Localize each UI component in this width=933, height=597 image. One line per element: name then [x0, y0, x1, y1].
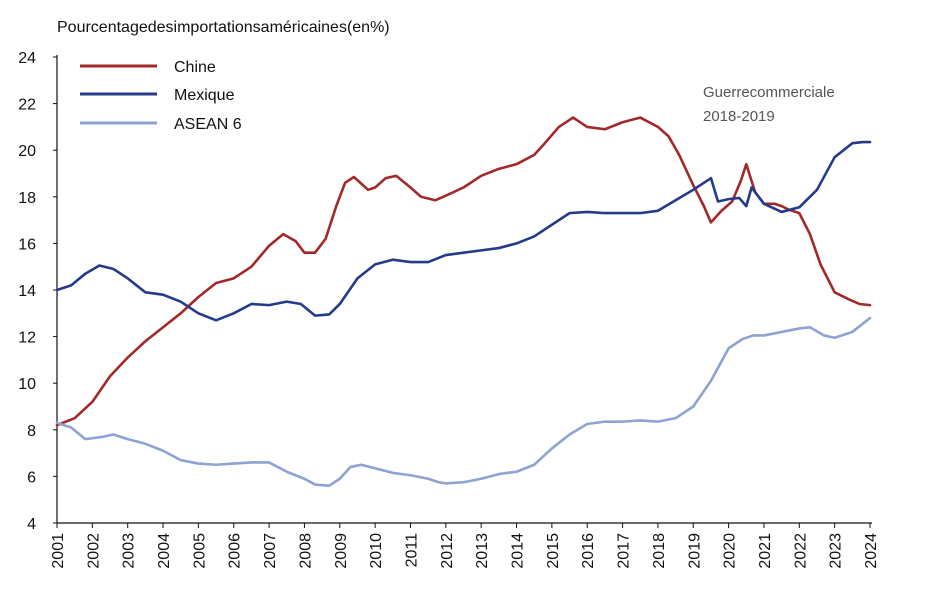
y-tick-label: 24 — [18, 50, 36, 67]
x-tick-label: 2009 — [333, 533, 350, 569]
y-tick-label: 6 — [27, 469, 36, 486]
x-tick-label: 2011 — [403, 533, 420, 568]
x-tick-label: 2017 — [616, 533, 633, 569]
y-tick-label: 8 — [27, 423, 36, 440]
y-tick-label: 12 — [18, 330, 36, 347]
chart-title: Pourcentagedesimportationsaméricaines(en… — [57, 19, 390, 36]
y-tick-label: 4 — [27, 516, 36, 533]
x-tick-label: 2019 — [686, 533, 703, 569]
y-tick-label: 20 — [18, 143, 36, 160]
x-tick-label: 2024 — [863, 533, 880, 569]
y-tick-label: 16 — [18, 236, 36, 253]
x-tick-label: 2023 — [828, 533, 845, 569]
x-tick-label: 2013 — [474, 533, 491, 569]
legend-label: ASEAN 6 — [174, 116, 242, 133]
x-tick-label: 2006 — [227, 533, 244, 569]
x-tick-label: 2001 — [50, 533, 67, 569]
chart-series-lines — [55, 116, 872, 488]
y-tick-label: 10 — [18, 376, 36, 393]
y-tick-label: 18 — [18, 190, 36, 207]
x-tick-label: 2018 — [651, 533, 668, 569]
x-tick-label: 2012 — [439, 533, 456, 569]
legend-label: Chine — [174, 59, 216, 76]
trade-war-annotation: Guerrecommerciale 2018-2019 — [703, 84, 835, 125]
x-tick-label: 2020 — [722, 533, 739, 569]
x-tick-label: 2010 — [368, 533, 385, 569]
y-tick-label: 22 — [18, 97, 36, 114]
series-line-asean-6 — [55, 316, 872, 488]
series-line-mexique — [55, 140, 872, 322]
legend-label: Mexique — [174, 87, 235, 104]
x-tick-label: 2015 — [545, 533, 562, 569]
x-tick-label: 2005 — [191, 533, 208, 569]
x-tick-label: 2014 — [510, 533, 527, 569]
x-tick-label: 2003 — [121, 533, 138, 569]
chart-legend: Chine Mexique ASEAN 6 — [80, 59, 242, 133]
x-tick-label: 2008 — [297, 533, 314, 569]
x-tick-label: 2002 — [85, 533, 102, 569]
x-tick-label: 2004 — [156, 533, 173, 569]
x-tick-label: 2022 — [792, 533, 809, 569]
x-tick-label: 2021 — [757, 533, 774, 569]
annotation-line-1: Guerrecommerciale — [703, 84, 835, 101]
x-tick-label: 2007 — [262, 533, 279, 569]
annotation-line-2: 2018-2019 — [703, 108, 775, 125]
x-tick-label: 2016 — [580, 533, 597, 569]
y-tick-label: 14 — [18, 283, 36, 300]
series-line-chine — [55, 116, 872, 427]
